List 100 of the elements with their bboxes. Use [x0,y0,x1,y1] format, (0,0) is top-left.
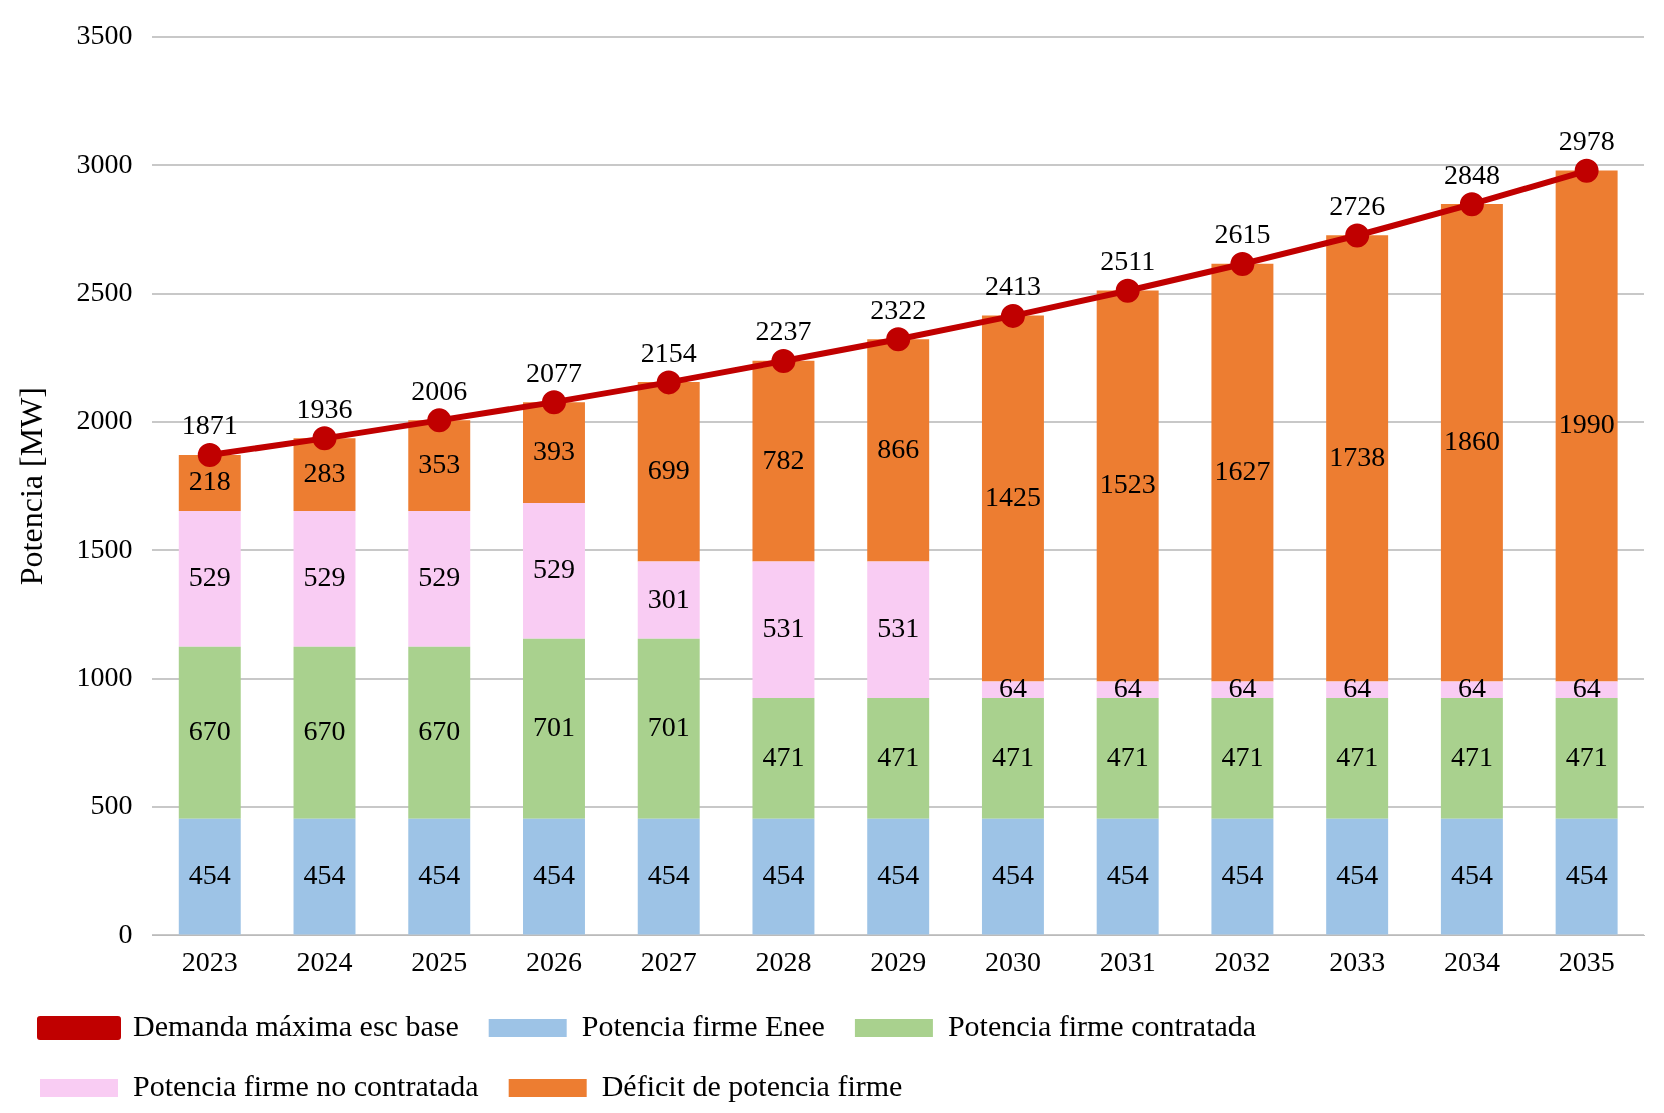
data-label: 471 [1336,740,1379,772]
data-label: 393 [532,434,575,466]
legend-label: Demanda máxima esc base [133,1008,459,1042]
bar [1326,818,1389,935]
data-label: 64 [998,672,1027,704]
data-label: 782 [762,443,805,475]
bar [752,561,815,698]
y-tick-label: 3000 [76,147,133,179]
x-tick-label: 2035 [1558,945,1615,977]
point [312,426,337,451]
point [197,443,222,468]
data-label: 454 [188,858,231,890]
data-label: 529 [303,561,346,593]
point [1000,303,1025,328]
bar [293,511,356,647]
bar [408,646,471,819]
data-label: 701 [532,711,575,743]
y-tick-label: 2500 [76,275,133,307]
data-label: 529 [188,561,231,593]
data-label: 1627 [1214,454,1271,486]
point [886,327,911,352]
data-label: 699 [647,454,690,486]
bar [408,818,471,935]
point [1115,278,1140,303]
data-label: 2511 [1100,245,1156,277]
bar [1440,818,1503,935]
bar [1555,697,1618,819]
x-tick-label: 2025 [411,945,468,977]
bar [867,561,930,698]
data-label: 471 [1106,740,1149,772]
legend-label: Déficit de potencia firme [601,1068,903,1102]
bar [752,360,815,562]
data-label: 529 [418,561,461,593]
bar [867,697,930,819]
y-tick-label: 1500 [76,532,133,564]
data-label: 2006 [411,374,468,406]
data-label: 2077 [525,356,582,388]
y-tick-label: 0 [118,917,133,949]
data-label: 2322 [870,293,927,325]
bar [523,638,585,819]
bar [981,697,1044,819]
x-tick-label: 2027 [640,945,697,977]
data-label: 1425 [984,480,1041,512]
bar [637,382,700,562]
y-tick-label: 2000 [76,404,133,436]
y-tick-label: 1000 [76,661,133,693]
data-label: 670 [418,715,461,747]
point [771,349,796,374]
data-label: 670 [303,715,346,747]
data-label: 283 [303,457,346,489]
point [656,370,681,395]
point [1230,252,1255,277]
x-tick-label: 2032 [1214,945,1271,977]
bar [867,818,930,935]
x-tick-label: 2024 [296,945,353,977]
data-label: 670 [188,715,231,747]
bar [867,339,930,562]
point [541,390,566,415]
data-label: 531 [762,612,805,644]
data-label: 1990 [1558,408,1615,440]
point [427,408,452,433]
bar [523,818,585,935]
x-tick-label: 2034 [1443,945,1500,977]
point [1459,192,1484,217]
bar [178,818,241,935]
data-label: 64 [1228,672,1257,704]
data-label: 2154 [640,336,697,368]
data-label: 454 [991,858,1034,890]
data-label: 301 [647,582,690,614]
data-label: 64 [1113,672,1142,704]
bar [1096,697,1159,819]
data-label: 2237 [755,315,812,347]
data-label: 471 [1565,740,1608,772]
bar [523,503,585,639]
bar [1555,818,1618,935]
bar [293,646,356,819]
legend-label: Potencia firme no contratada [133,1068,479,1102]
data-label: 2848 [1443,158,1500,190]
x-tick-label: 2026 [525,945,582,977]
bar [408,511,471,647]
data-label: 454 [647,858,690,890]
data-label: 529 [532,553,575,585]
y-tick-label: 3500 [76,19,133,51]
bar [178,646,241,819]
data-label: 218 [188,465,231,497]
bar [981,818,1044,935]
data-label: 2978 [1558,125,1615,157]
data-label: 471 [1450,740,1493,772]
data-label: 866 [877,432,920,464]
data-label: 64 [1343,672,1372,704]
data-label: 454 [418,858,461,890]
data-label: 454 [877,858,920,890]
data-label: 471 [991,740,1034,772]
data-label: 1871 [181,409,238,441]
data-label: 454 [532,858,575,890]
data-label: 2615 [1214,218,1271,250]
bar [178,511,241,647]
data-label: 471 [762,740,805,772]
bar [637,638,700,819]
x-tick-label: 2030 [984,945,1041,977]
